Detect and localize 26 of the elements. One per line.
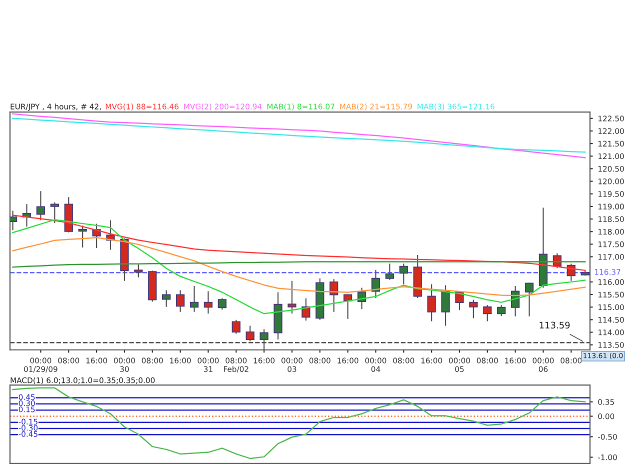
candlestick [399,263,408,285]
candlestick [330,278,338,312]
candlestick [50,202,59,224]
line-series [12,387,586,460]
candlestick [190,285,199,312]
candlestick [92,223,101,249]
candlestick [524,282,534,317]
candlestick [218,298,226,310]
line-series [12,113,586,158]
candlestick [385,263,394,280]
ref-line-label: 113.59 [540,322,570,329]
candlestick [162,290,171,308]
line-series [12,118,586,153]
candlestick [134,264,143,278]
candlestick [497,304,506,317]
candlestick [232,319,240,334]
candlestick [427,284,436,322]
candlestick [302,298,310,322]
candlestick [469,299,478,319]
candlestick [204,290,213,314]
candlestick [483,304,492,322]
candlestick [78,225,87,248]
candlestick [441,284,450,326]
candlestick [176,290,185,312]
candlestick [288,280,296,314]
candlestick [36,190,46,221]
